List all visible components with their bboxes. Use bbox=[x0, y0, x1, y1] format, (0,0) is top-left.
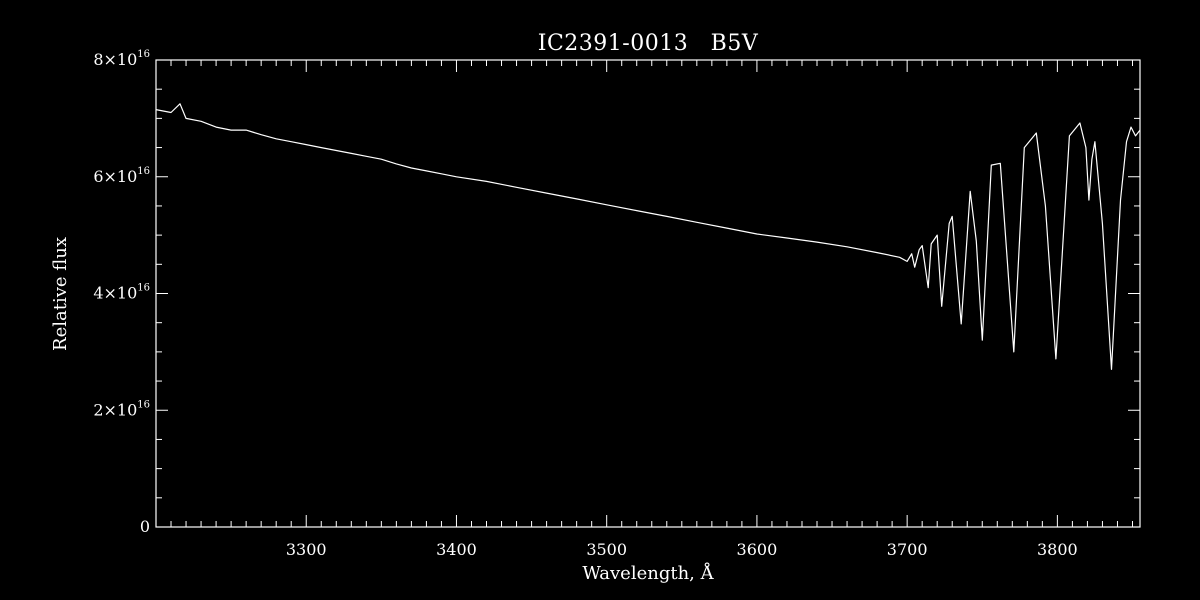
x-tick-label: 3700 bbox=[887, 540, 928, 559]
chart-title: IC2391-0013 B5V bbox=[538, 31, 759, 56]
x-tick-label: 3800 bbox=[1037, 540, 1078, 559]
spectrum-line bbox=[155, 103, 1141, 370]
plot-frame bbox=[155, 59, 1141, 528]
x-axis-label: Wavelength, Å bbox=[582, 562, 714, 584]
x-tick-label: 3400 bbox=[436, 540, 477, 559]
y-tick-label: 0 bbox=[140, 517, 150, 536]
x-tick-label: 3500 bbox=[586, 540, 627, 559]
tick-marks bbox=[156, 60, 1140, 527]
y-tick-label: 8×1016 bbox=[93, 49, 150, 69]
y-tick-label: 2×1016 bbox=[93, 399, 150, 419]
x-tick-labels: 3300 3400 3500 3600 3700 3800 bbox=[286, 540, 1078, 559]
y-axis-label: Relative flux bbox=[50, 237, 71, 351]
y-tick-label: 6×1016 bbox=[93, 166, 150, 186]
y-tick-labels: 0 2×1016 4×1016 6×1016 8×1016 bbox=[93, 49, 150, 536]
y-tick-label: 4×1016 bbox=[93, 283, 150, 303]
x-tick-label: 3300 bbox=[286, 540, 327, 559]
x-tick-label: 3600 bbox=[737, 540, 778, 559]
